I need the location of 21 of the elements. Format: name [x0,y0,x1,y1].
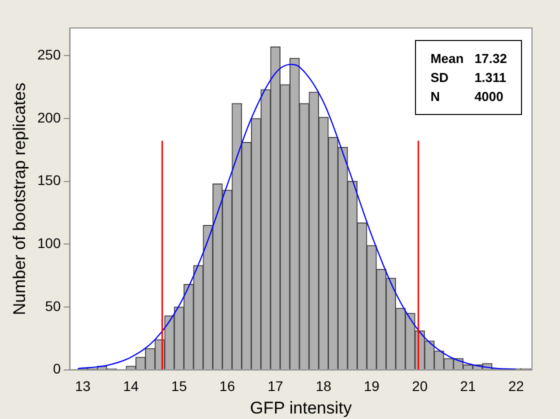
y-axis-title: Number of bootstrap replicates [10,82,29,316]
annotation: Mean 17.32 [430,50,507,68]
text: SD 1.311 [430,70,506,85]
x-tick-label: 13 [74,378,91,394]
x-tick-label: 21 [460,378,476,394]
x-tick-label: 20 [412,378,428,394]
x-axis-title: GFP intensity [250,398,352,418]
y-tick-label: 150 [37,172,61,188]
x-tick-label: 15 [171,378,188,394]
y-tick-label: 50 [45,298,61,314]
x-tick-label: 22 [508,378,524,394]
x-tick-label: 14 [123,378,139,394]
x-tick-label: 17 [268,378,284,394]
y-tick-label: 100 [37,235,61,251]
x-tick-label: 16 [219,378,236,394]
y-tick-label: 0 [52,360,61,377]
x-tick-label: 19 [364,378,380,394]
y-tick-label: 250 [37,46,61,63]
x-tick-label: 18 [316,378,332,394]
text: N 4000 [430,89,504,104]
y-tick-label: 200 [37,109,61,126]
